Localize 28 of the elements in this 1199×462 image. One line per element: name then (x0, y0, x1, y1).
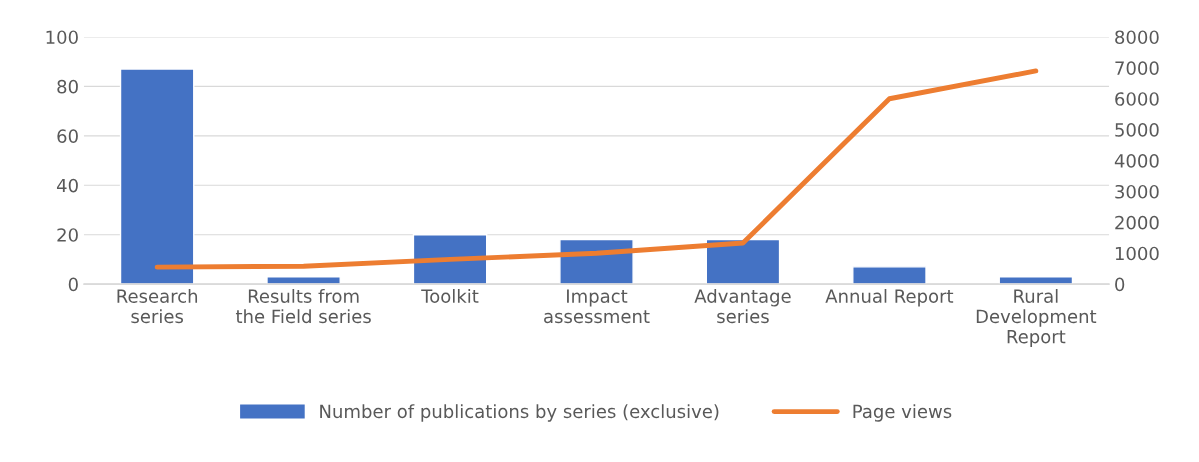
y2-tick-label: 8000 (1115, 30, 1159, 45)
y-tick-label: 20 (57, 228, 78, 242)
y2-tick-label: 0 (1115, 277, 1125, 292)
y2-tick-label: 7000 (1115, 61, 1159, 75)
bar (119, 68, 195, 285)
bar (852, 266, 927, 285)
y-tick-label: 0 (68, 277, 78, 292)
bar (705, 238, 781, 285)
x-tick-label: Results from the Field series (235, 288, 371, 324)
y-tick-label: 80 (57, 79, 78, 94)
y2-tick-label: 3000 (1115, 184, 1159, 199)
x-tick-label: Advantage series (694, 288, 791, 324)
x-tick-label: Research series (117, 288, 198, 324)
y2-tick-label: 5000 (1115, 123, 1159, 137)
y-tick-label: 60 (57, 129, 78, 143)
y2-tick-label: 4000 (1114, 154, 1159, 168)
legend-label: Number of publications by series (exclusive) (320, 404, 719, 422)
legend-label: Page views (853, 404, 952, 422)
x-tick-label: Rural Development Report (976, 288, 1097, 347)
x-tick-label: Toolkit (421, 288, 479, 303)
y-tick-label: 100 (46, 30, 78, 45)
y-tick-label: 40 (56, 178, 78, 193)
y2-tick-label: 1000 (1115, 246, 1159, 261)
x-tick-label: Impact assessment (544, 289, 650, 324)
y2-tick-label: 6000 (1115, 92, 1159, 106)
y2-tick-label: 2000 (1115, 215, 1159, 230)
line-series (154, 68, 1039, 270)
x-tick-label: Annual Report (825, 288, 954, 307)
